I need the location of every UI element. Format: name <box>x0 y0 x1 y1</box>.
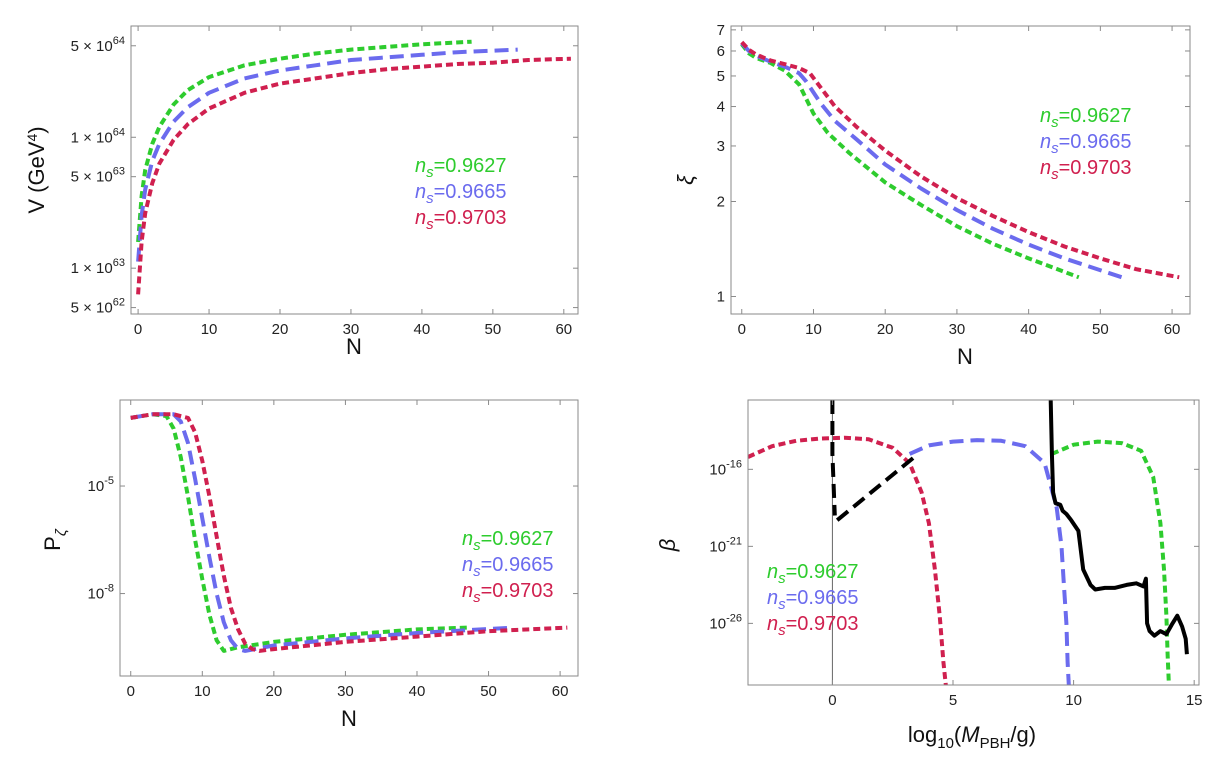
y-axis-label: Pζ <box>40 528 70 551</box>
series-line-n-s-0-9665 <box>740 41 1127 281</box>
legend-entry-9627: ns=0.9627 <box>1040 105 1131 131</box>
x-tick-label: 20 <box>266 683 283 700</box>
plot-frame <box>119 399 579 677</box>
x-tick-label: 60 <box>555 321 572 338</box>
legend: ns=0.9627 ns=0.9665 ns=0.9703 <box>462 528 553 606</box>
y-tick-label: 2 <box>717 194 725 211</box>
x-tick-label: 0 <box>134 321 142 338</box>
y-axis-label: β <box>655 538 680 552</box>
y-tick-label: 10-8 <box>88 583 114 603</box>
x-tick-label: 50 <box>480 683 497 700</box>
series-line-n-s-0-9703 <box>136 56 571 295</box>
series-line-n-s-0-9665 <box>130 412 514 653</box>
panel-potential: 0 10 20 30 40 50 60 5 × 1064 1 × 1064 5 × 1063 1 ×… <box>24 25 579 359</box>
x-tick-label: 30 <box>949 321 966 338</box>
x-tick-label: 10 <box>194 683 211 700</box>
x-axis-label: N <box>957 344 973 369</box>
series-group <box>740 40 1180 281</box>
x-tick-label: 40 <box>1020 321 1037 338</box>
x-axis-label: N <box>341 706 357 731</box>
legend-entry-9627: ns=0.9627 <box>415 155 506 181</box>
legend-entry-9703: ns=0.9703 <box>462 580 553 606</box>
y-tick-label: 1 <box>717 288 725 305</box>
legend-entry-9703: ns=0.9703 <box>1040 157 1131 183</box>
legend-entry-9703: ns=0.9703 <box>767 613 858 639</box>
x-tick-label: 10 <box>805 321 822 338</box>
series-line-n-s-0-9703 <box>740 40 1180 280</box>
y-tick-label: 10-5 <box>88 475 114 495</box>
y-tick-label: 5 × 1064 <box>71 35 125 55</box>
x-tick-label: 50 <box>485 321 502 338</box>
panel-beta: 0 5 10 15 10-16 10-21 10-26 log10(MPBH/g) β ns… <box>655 399 1203 752</box>
legend-entry-9665: ns=0.9665 <box>415 181 506 207</box>
y-tick-label: 7 <box>717 22 725 39</box>
x-tick-label: 15 <box>1186 692 1203 709</box>
x-tick-label: 20 <box>272 321 289 338</box>
x-axis-label: log10(MPBH/g) <box>908 722 1036 752</box>
x-axis-label: N <box>346 334 362 359</box>
panel-xi: 0 10 20 30 40 50 60 1 2 3 4 5 6 7 N ξ ns=0.9627 ns=0.… <box>673 22 1191 369</box>
series-line-n-s-0-9703 <box>130 412 568 653</box>
x-tick-label: 30 <box>343 321 360 338</box>
y-tick-label: 1 × 1064 <box>71 126 125 146</box>
x-tick-label: 60 <box>552 683 569 700</box>
y-tick-label: 5 × 1063 <box>71 166 125 186</box>
series-line-n-s-0-9703 <box>748 435 948 685</box>
y-tick-label: 6 <box>717 43 725 60</box>
series-line-n-s-0-9665 <box>136 47 518 262</box>
y-tick-label: 10-21 <box>709 535 742 555</box>
series-line-constraint-dashed-1 <box>835 455 916 522</box>
y-tick-label: 5 <box>717 68 725 85</box>
x-tick-label: 50 <box>1092 321 1109 338</box>
x-tick-label: 10 <box>201 321 218 338</box>
legend-entry-9703: ns=0.9703 <box>415 207 506 233</box>
series-line-constraint-solid <box>1048 400 1189 655</box>
series-line-n-s-0-9627 <box>740 43 1080 280</box>
x-tick-label: 5 <box>949 692 957 709</box>
panel-power-spectrum: 0 10 20 30 40 50 60 10-5 10-8 N Pζ ns=0.9627 ns=… <box>40 399 579 731</box>
x-tick-label: 10 <box>1065 692 1082 709</box>
series-group <box>130 412 568 653</box>
plot-frame <box>730 25 1191 315</box>
series-line-n-s-0-9665 <box>908 438 1071 685</box>
x-tick-label: 0 <box>828 692 836 709</box>
x-tick-label: 60 <box>1164 321 1181 338</box>
legend-entry-9665: ns=0.9665 <box>767 587 858 613</box>
y-tick-label: 10-16 <box>709 458 742 478</box>
legend: ns=0.9627 ns=0.9665 ns=0.9703 <box>767 561 858 639</box>
legend-entry-9665: ns=0.9665 <box>462 554 553 580</box>
y-tick-label: 3 <box>717 138 725 155</box>
y-axis-label: V (GeV4) <box>24 126 49 213</box>
legend: ns=0.9627 ns=0.9665 ns=0.9703 <box>1040 105 1131 183</box>
x-tick-label: 20 <box>877 321 894 338</box>
x-tick-label: 40 <box>414 321 431 338</box>
series-line-constraint-dashed-0 <box>830 400 837 516</box>
series-line-n-s-0-9627 <box>1051 439 1171 685</box>
x-tick-label: 0 <box>738 321 746 338</box>
legend-entry-9627: ns=0.9627 <box>462 528 553 554</box>
legend: ns=0.9627 ns=0.9665 ns=0.9703 <box>415 155 506 233</box>
legend-entry-9665: ns=0.9665 <box>1040 131 1131 157</box>
y-axis-label: ξ <box>673 174 698 185</box>
legend-entry-9627: ns=0.9627 <box>767 561 858 587</box>
x-tick-label: 40 <box>409 683 426 700</box>
y-tick-label: 10-26 <box>709 612 742 632</box>
y-tick-label: 5 × 1062 <box>71 297 125 317</box>
y-tick-label: 4 <box>717 99 725 116</box>
x-tick-label: 30 <box>337 683 354 700</box>
series-group <box>748 400 1189 685</box>
series-line-n-s-0-9627 <box>130 412 468 653</box>
plot-frame <box>130 25 579 315</box>
plot-frame <box>747 399 1200 686</box>
series-line-n-s-0-9627 <box>136 39 472 243</box>
series-group <box>136 39 571 295</box>
y-tick-label: 1 × 1063 <box>71 257 125 277</box>
x-tick-label: 0 <box>127 683 135 700</box>
